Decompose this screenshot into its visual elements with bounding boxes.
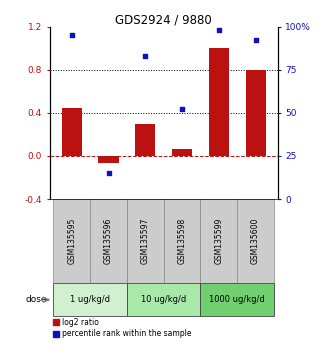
- Point: [179, 107, 185, 112]
- Text: 1000 ug/kg/d: 1000 ug/kg/d: [209, 295, 265, 304]
- Bar: [201, 199, 237, 284]
- Legend: log2 ratio, percentile rank within the sample: log2 ratio, percentile rank within the s…: [54, 318, 192, 338]
- Bar: [246, 70, 266, 156]
- Bar: [53, 199, 90, 284]
- Bar: [172, 149, 192, 156]
- Point: [216, 27, 221, 33]
- Bar: [53, 284, 127, 316]
- Bar: [209, 48, 229, 156]
- Bar: [127, 284, 201, 316]
- Bar: [237, 199, 274, 284]
- Text: GSM135600: GSM135600: [251, 218, 260, 264]
- Text: GSM135597: GSM135597: [141, 218, 150, 264]
- Point: [69, 32, 74, 38]
- Text: 1 ug/kg/d: 1 ug/kg/d: [70, 295, 110, 304]
- Text: GSM135599: GSM135599: [214, 218, 223, 264]
- Point: [143, 53, 148, 59]
- Point: [253, 38, 258, 43]
- Bar: [201, 284, 274, 316]
- Text: dose: dose: [25, 295, 47, 304]
- Text: GSM135595: GSM135595: [67, 218, 76, 264]
- Point: [106, 170, 111, 176]
- Text: GSM135596: GSM135596: [104, 218, 113, 264]
- Text: 10 ug/kg/d: 10 ug/kg/d: [141, 295, 186, 304]
- Bar: [127, 199, 164, 284]
- Title: GDS2924 / 9880: GDS2924 / 9880: [115, 13, 212, 27]
- Bar: [99, 156, 119, 164]
- Bar: [90, 199, 127, 284]
- Bar: [164, 199, 201, 284]
- Bar: [135, 124, 155, 156]
- Text: GSM135598: GSM135598: [178, 218, 187, 264]
- Bar: [62, 108, 82, 156]
